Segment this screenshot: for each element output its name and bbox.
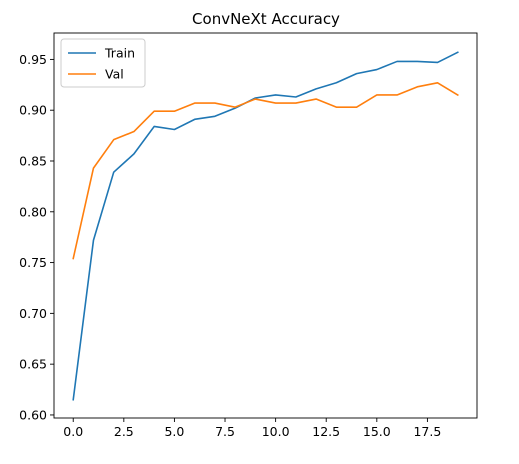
axes-layer: 0.0 2.5 5.0 7.5 10.0 12.5 15.0 17.5 0.60 0.65 0.70… xyxy=(19,32,478,439)
y-tick-label: 0.80 xyxy=(19,204,47,219)
x-tick-label: 2.5 xyxy=(114,424,134,439)
axes-frame xyxy=(53,32,478,419)
series-line-val xyxy=(72,81,459,260)
series-layer xyxy=(72,51,459,401)
x-tick-label: 0.0 xyxy=(63,424,83,439)
y-tick-label: 0.85 xyxy=(19,153,47,168)
y-tick-label: 0.60 xyxy=(19,407,47,422)
y-tick-label: 0.90 xyxy=(19,103,47,118)
y-tick-label: 0.70 xyxy=(19,306,47,321)
legend-label-train: Train xyxy=(104,46,135,61)
legend: Train Val xyxy=(60,38,146,88)
series-line-train xyxy=(72,51,459,401)
x-tick-label: 10.0 xyxy=(262,424,290,439)
chart-title: ConvNeXt Accuracy xyxy=(192,10,340,28)
legend-box xyxy=(60,38,146,88)
x-tick-label: 15.0 xyxy=(363,424,391,439)
y-tick-label: 0.65 xyxy=(19,357,47,372)
y-tick-label: 0.75 xyxy=(19,255,47,270)
y-tick-label: 0.95 xyxy=(19,52,47,67)
legend-label-val: Val xyxy=(105,67,124,82)
x-tick-label: 7.5 xyxy=(215,424,235,439)
x-tick-label: 12.5 xyxy=(312,424,340,439)
x-tick-label: 17.5 xyxy=(413,424,441,439)
x-tick-label: 5.0 xyxy=(164,424,184,439)
